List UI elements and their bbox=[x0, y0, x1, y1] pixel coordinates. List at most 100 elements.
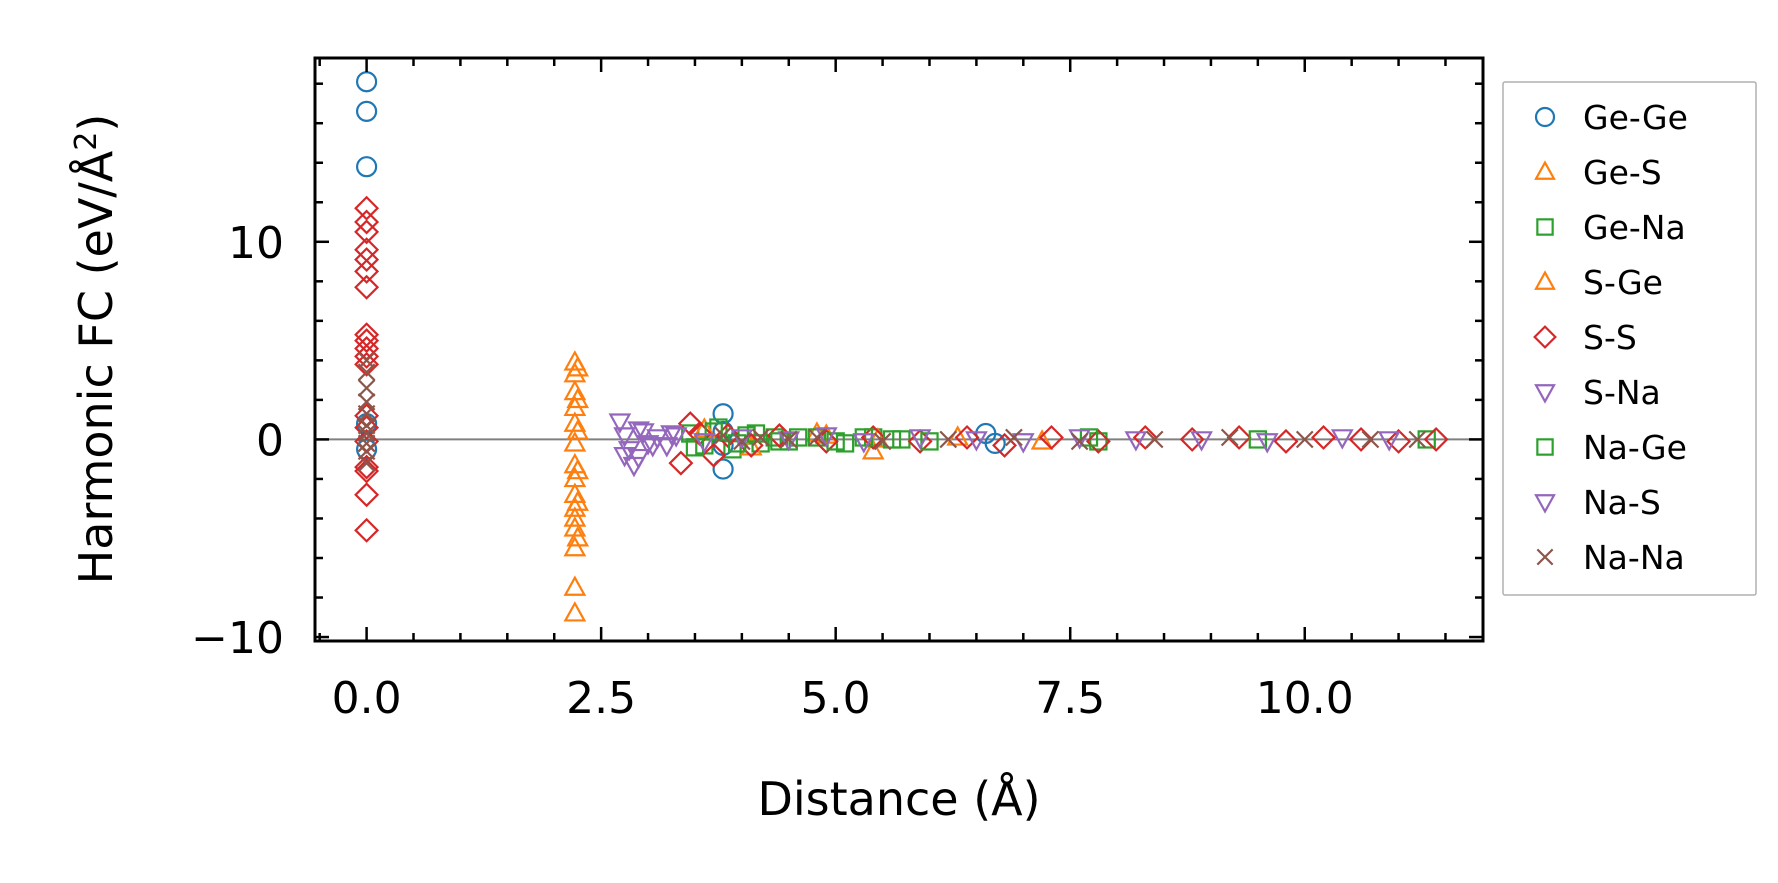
data-point bbox=[636, 435, 660, 456]
data-point bbox=[712, 403, 734, 425]
y-tick-label: 0 bbox=[256, 415, 284, 466]
data-point bbox=[566, 458, 590, 480]
y-axis-title-close: ) bbox=[69, 114, 123, 132]
data-point bbox=[563, 431, 587, 452]
data-point bbox=[892, 430, 911, 449]
legend-item: Na-Na bbox=[1536, 538, 1685, 577]
data-point bbox=[354, 274, 380, 300]
data-point bbox=[813, 428, 839, 454]
legend-marker-icon bbox=[1536, 218, 1554, 236]
data-point bbox=[730, 429, 754, 450]
data-point bbox=[566, 356, 590, 377]
data-point bbox=[777, 431, 801, 452]
data-point bbox=[627, 421, 651, 442]
data-point bbox=[712, 458, 734, 480]
legend-label: Na-Na bbox=[1583, 538, 1685, 577]
data-point bbox=[907, 428, 933, 454]
legend-label: Na-Ge bbox=[1583, 428, 1687, 467]
data-point bbox=[692, 433, 716, 454]
x-tick-label: 0.0 bbox=[332, 673, 402, 724]
data-point bbox=[984, 432, 1006, 454]
data-point bbox=[1361, 430, 1380, 449]
legend-frame bbox=[1502, 81, 1757, 596]
legend-item: S-S bbox=[1533, 318, 1637, 357]
x-tick-label: 7.5 bbox=[1035, 673, 1105, 724]
legend-item: S-Na bbox=[1534, 373, 1661, 412]
data-point bbox=[954, 424, 980, 450]
x-tick-label: 10.0 bbox=[1256, 673, 1354, 724]
data-point bbox=[566, 490, 590, 511]
data-point bbox=[733, 432, 751, 451]
x-tick-label: 5.0 bbox=[801, 673, 871, 724]
data-point bbox=[1273, 428, 1299, 454]
data-point bbox=[1423, 426, 1449, 452]
data-point bbox=[852, 433, 876, 454]
series-na-na bbox=[357, 351, 1427, 472]
data-point bbox=[1226, 424, 1252, 450]
data-point bbox=[563, 575, 587, 596]
data-point bbox=[563, 601, 587, 622]
data-point bbox=[920, 432, 939, 451]
data-point bbox=[1085, 428, 1111, 454]
series-ge-s bbox=[563, 350, 885, 622]
data-point bbox=[1295, 430, 1314, 449]
data-point bbox=[354, 517, 380, 543]
data-point bbox=[1068, 429, 1091, 450]
data-point bbox=[701, 442, 727, 468]
data-point bbox=[655, 437, 679, 458]
data-point bbox=[566, 387, 590, 409]
data-point bbox=[965, 431, 988, 452]
x-axis-title: Distance (Å) bbox=[757, 772, 1040, 826]
data-point bbox=[1145, 430, 1164, 449]
data-point bbox=[1248, 430, 1268, 449]
data-point bbox=[354, 322, 380, 348]
data-point bbox=[613, 427, 636, 448]
legend-label: S-S bbox=[1583, 318, 1637, 357]
data-point bbox=[355, 71, 378, 93]
legend-item: S-Ge bbox=[1534, 263, 1663, 302]
data-point bbox=[1255, 433, 1279, 454]
data-point bbox=[354, 328, 380, 354]
legend-marker-icon bbox=[1534, 106, 1556, 128]
data-point bbox=[357, 434, 376, 453]
legend-label: S-Na bbox=[1583, 373, 1661, 412]
data-point bbox=[354, 458, 380, 484]
data-point bbox=[354, 258, 380, 284]
data-point bbox=[660, 425, 683, 446]
data-point bbox=[1311, 424, 1336, 450]
data-point bbox=[1330, 429, 1354, 450]
data-point bbox=[1190, 431, 1213, 452]
data-point bbox=[354, 454, 380, 480]
y-axis-title: Harmonic FC (eV/Å2) bbox=[69, 114, 123, 585]
legend-label: Ge-S bbox=[1583, 153, 1662, 192]
data-point bbox=[808, 428, 826, 447]
data-point bbox=[1089, 432, 1108, 451]
x-tick-label: 2.5 bbox=[566, 673, 636, 724]
data-point bbox=[354, 482, 380, 508]
data-point bbox=[861, 439, 885, 460]
data-point bbox=[631, 423, 655, 444]
data-point bbox=[664, 427, 688, 448]
series-s-na bbox=[608, 413, 688, 478]
legend-item: Ge-S bbox=[1534, 153, 1662, 192]
y-axis-title-main: Harmonic FC (eV/Å bbox=[69, 150, 123, 584]
data-point bbox=[1124, 431, 1148, 452]
data-point bbox=[908, 429, 932, 450]
legend-label: Ge-Na bbox=[1583, 208, 1686, 247]
data-point bbox=[1220, 428, 1239, 447]
data-point bbox=[357, 416, 376, 435]
data-point bbox=[566, 525, 590, 547]
data-point bbox=[704, 422, 723, 441]
data-point bbox=[751, 428, 770, 447]
data-point bbox=[1377, 431, 1401, 452]
data-point bbox=[354, 336, 380, 361]
legend: Ge-Ge Ge-S Ge-Na S-Ge S-S S-Na Na-Ge Na-S Na-Na bbox=[1502, 81, 1757, 596]
data-point bbox=[751, 434, 770, 453]
data-point bbox=[357, 379, 376, 397]
data-point bbox=[354, 209, 380, 235]
series-ge-ge bbox=[355, 71, 1006, 480]
legend-marker-icon bbox=[1534, 494, 1556, 514]
y-tick-label: 10 bbox=[228, 218, 284, 269]
legend-label: Na-S bbox=[1583, 483, 1661, 522]
